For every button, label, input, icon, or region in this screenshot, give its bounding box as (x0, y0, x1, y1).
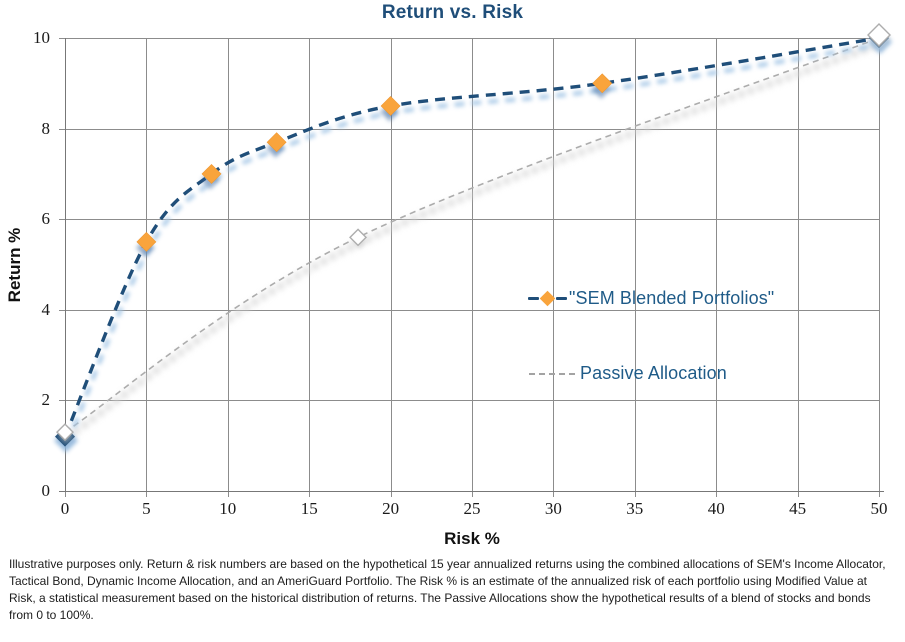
legend-item-sem-blended-portfolios: "SEM Blended Portfolios" (528, 288, 774, 309)
x-tick-label: 50 (870, 499, 888, 518)
x-tick-label: 45 (789, 499, 807, 518)
x-tick-label: 0 (60, 499, 70, 518)
x-tick-label: 30 (544, 499, 562, 518)
x-tick-label: 40 (707, 499, 725, 518)
x-tick-label: 25 (463, 499, 481, 518)
legend-sem-diamond-icon (539, 290, 556, 307)
y-tick-label: 2 (41, 390, 51, 410)
legend-item-passive-allocation: Passive Allocation (529, 363, 727, 384)
legend-passive-dash-icon (529, 372, 575, 375)
y-tick-label: 0 (41, 481, 51, 500)
y-tick-label: 8 (41, 118, 51, 138)
x-tick-label: 15 (300, 499, 318, 518)
x-tick-label: 35 (626, 499, 644, 518)
y-axis-title: Return % (5, 227, 24, 303)
y-tick-label: 10 (33, 28, 50, 47)
disclosure-footnote: Illustrative purposes only. Return & ris… (9, 557, 886, 622)
y-tick-label: 4 (41, 299, 51, 319)
legend-sem-label: "SEM Blended Portfolios" (569, 288, 775, 308)
legend-sem-dash-icon (528, 296, 539, 301)
x-tick-label: 10 (219, 499, 237, 518)
x-tick-label: 20 (382, 499, 400, 518)
chart-title: Return vs. Risk (381, 2, 524, 23)
legend-passive-label: Passive Allocation (580, 363, 727, 383)
x-tick-label: 5 (142, 499, 151, 518)
x-axis-title: Risk % (444, 529, 500, 548)
y-tick-label: 6 (41, 209, 51, 229)
legend-sem-dash-icon (556, 296, 567, 301)
